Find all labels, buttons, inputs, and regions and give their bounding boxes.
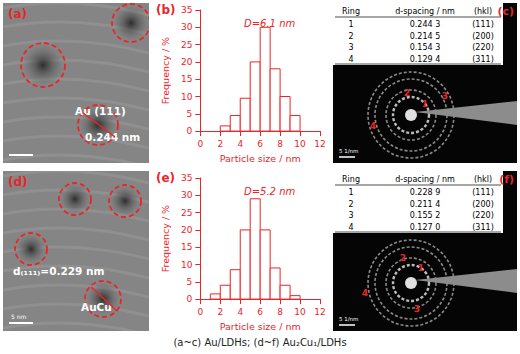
svg-text:AuCu: AuCu — [81, 301, 112, 313]
svg-text:15: 15 — [181, 242, 192, 252]
svg-text:30: 30 — [181, 22, 193, 32]
svg-text:Ring: Ring — [342, 175, 360, 184]
svg-text:2: 2 — [348, 32, 353, 41]
svg-text:(111): (111) — [472, 20, 494, 29]
svg-text:5 nm: 5 nm — [11, 313, 27, 320]
svg-text:3: 3 — [348, 43, 353, 52]
svg-text:(hkl): (hkl) — [474, 7, 492, 16]
svg-text:Frequency / %: Frequency / % — [160, 205, 171, 272]
svg-text:2: 2 — [400, 253, 406, 263]
svg-text:6: 6 — [257, 307, 263, 317]
svg-text:0: 0 — [187, 294, 193, 304]
svg-text:(200): (200) — [472, 32, 494, 41]
svg-text:d₍₁₁₁₎=0.229 nm: d₍₁₁₁₎=0.229 nm — [13, 265, 105, 277]
svg-text:D=6.1 nm: D=6.1 nm — [244, 17, 296, 29]
svg-text:8: 8 — [277, 139, 283, 149]
svg-text:2: 2 — [217, 139, 223, 149]
svg-text:(hkl): (hkl) — [474, 175, 492, 184]
svg-text:1: 1 — [418, 263, 424, 273]
svg-text:0.211 4: 0.211 4 — [410, 200, 441, 209]
svg-text:0.214 5: 0.214 5 — [410, 32, 441, 41]
svg-text:0.228 9: 0.228 9 — [410, 188, 441, 197]
svg-text:3: 3 — [348, 211, 353, 220]
svg-text:Au (111): Au (111) — [75, 105, 126, 117]
svg-text:1: 1 — [422, 99, 428, 109]
svg-text:4: 4 — [362, 288, 368, 298]
svg-text:0: 0 — [197, 307, 203, 317]
svg-text:2: 2 — [348, 200, 353, 209]
svg-text:5 1/nm: 5 1/nm — [339, 148, 358, 154]
svg-text:2: 2 — [217, 307, 223, 317]
html-text:(a~c) Au/LDHs; (d~f) Au₂Cu₁/LD: (a~c) Au/LDHs; (d~f) Au₂Cu₁/LDHs — [173, 337, 347, 348]
svg-text:2: 2 — [404, 88, 410, 98]
svg-text:(311): (311) — [472, 55, 494, 64]
svg-text:(220): (220) — [472, 43, 494, 52]
svg-text:0.155 2: 0.155 2 — [410, 211, 441, 220]
svg-text:D=5.2 nm: D=5.2 nm — [244, 186, 295, 197]
svg-text:d-spacing / nm: d-spacing / nm — [395, 7, 455, 16]
svg-text:25: 25 — [181, 208, 192, 218]
svg-text:5 1/nm: 5 1/nm — [339, 316, 358, 322]
svg-text:12: 12 — [314, 139, 325, 149]
svg-text:10: 10 — [294, 139, 306, 149]
svg-text:25: 25 — [181, 40, 192, 50]
svg-text:15: 15 — [181, 74, 192, 84]
svg-text:Frequency / %: Frequency / % — [160, 37, 171, 104]
svg-text:10: 10 — [294, 307, 306, 317]
svg-text:35: 35 — [181, 173, 192, 183]
svg-text:4: 4 — [348, 223, 353, 232]
svg-text:(c): (c) — [497, 5, 514, 18]
svg-text:3: 3 — [442, 91, 448, 101]
svg-text:4: 4 — [370, 121, 376, 131]
svg-text:12: 12 — [314, 307, 325, 317]
svg-text:Particle size / nm: Particle size / nm — [220, 153, 301, 164]
svg-text:(f): (f) — [499, 173, 514, 186]
svg-text:1: 1 — [348, 188, 353, 197]
svg-text:(200): (200) — [472, 200, 494, 209]
svg-text:0.127 0: 0.127 0 — [410, 223, 441, 232]
svg-text:0: 0 — [187, 126, 193, 136]
svg-text:Ring: Ring — [342, 7, 360, 16]
svg-text:(311): (311) — [472, 223, 494, 232]
svg-text:d-spacing / nm: d-spacing / nm — [395, 175, 455, 184]
svg-text:0.244 nm: 0.244 nm — [85, 131, 140, 143]
svg-text:(111): (111) — [472, 188, 494, 197]
svg-text:(d): (d) — [8, 175, 28, 189]
svg-text:0.154 3: 0.154 3 — [410, 43, 441, 52]
svg-text:8: 8 — [277, 307, 283, 317]
svg-text:5: 5 — [187, 277, 193, 287]
svg-text:35: 35 — [181, 5, 192, 15]
svg-text:20: 20 — [181, 225, 193, 235]
svg-text:30: 30 — [181, 190, 193, 200]
svg-text:4: 4 — [237, 307, 243, 317]
svg-text:3: 3 — [414, 304, 420, 314]
svg-text:0.129 4: 0.129 4 — [410, 55, 441, 64]
svg-text:4: 4 — [237, 139, 243, 149]
svg-text:10: 10 — [181, 260, 193, 270]
svg-text:10: 10 — [181, 92, 193, 102]
svg-text:4: 4 — [348, 55, 353, 64]
svg-text:0: 0 — [197, 139, 203, 149]
svg-text:(a): (a) — [8, 7, 27, 21]
svg-text:20: 20 — [181, 57, 193, 67]
svg-text:(e): (e) — [156, 171, 175, 185]
svg-text:6: 6 — [257, 139, 263, 149]
svg-text:5: 5 — [187, 109, 193, 119]
svg-text:1: 1 — [348, 20, 353, 29]
svg-text:(b): (b) — [156, 3, 176, 17]
svg-text:(220): (220) — [472, 211, 494, 220]
svg-text:Particle size / nm: Particle size / nm — [220, 321, 301, 332]
svg-text:0.244 3: 0.244 3 — [410, 20, 441, 29]
